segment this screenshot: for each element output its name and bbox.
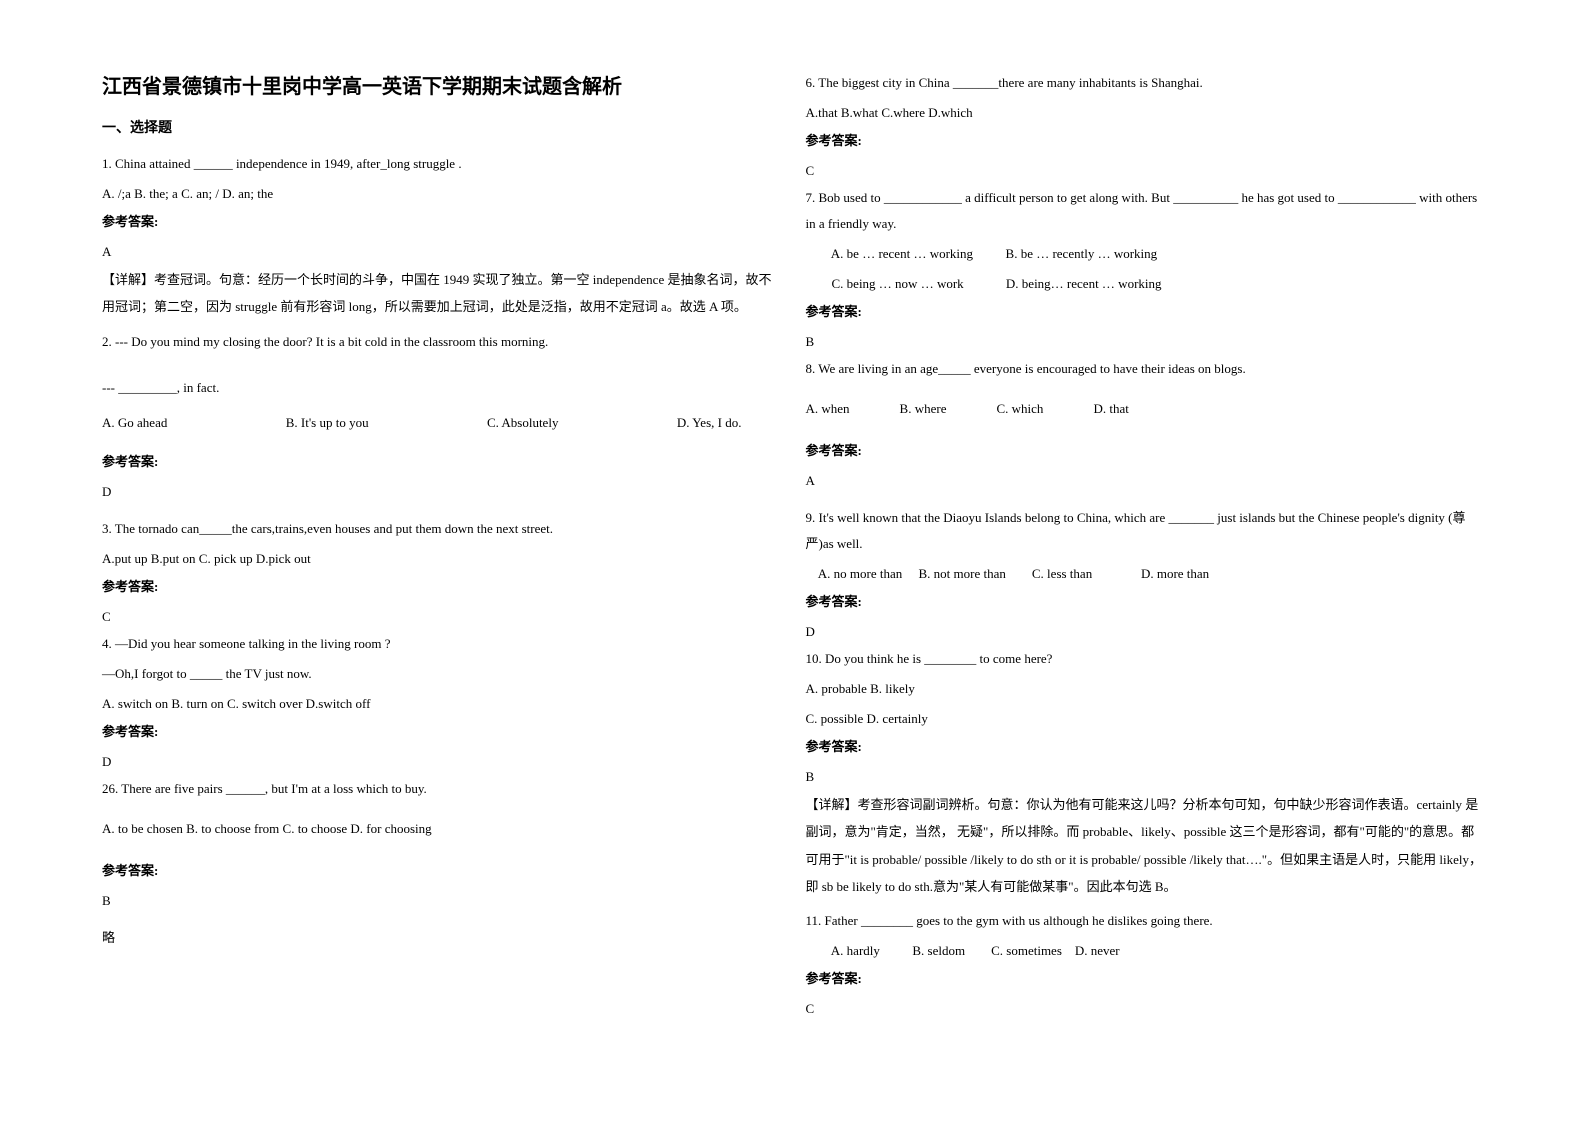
q6-answer: C <box>806 163 1486 179</box>
q8-optB: B. where <box>900 396 947 422</box>
q8-text: 8. We are living in an age_____ everyone… <box>806 356 1486 382</box>
q11-text: 11. Father ________ goes to the gym with… <box>806 908 1486 934</box>
q2-text2: --- _________, in fact. <box>102 375 782 401</box>
q10-explanation: 【详解】考查形容词副词辨析。句意：你认为他有可能来这儿吗？分析本句可知，句中缺少… <box>806 791 1486 900</box>
q9-text: 9. It's well known that the Diaoyu Islan… <box>806 505 1486 557</box>
q9-answer-label: 参考答案: <box>806 591 1486 610</box>
q7-answer: B <box>806 334 1486 350</box>
q4-text: 4. —Did you hear someone talking in the … <box>102 631 782 657</box>
q7-options-line2: C. being … now … work D. being… recent …… <box>806 271 1486 297</box>
q10-answer-label: 参考答案: <box>806 736 1486 755</box>
q5-note: 略 <box>102 925 782 951</box>
q4-options: A. switch on B. turn on C. switch over D… <box>102 691 782 717</box>
q2-answer: D <box>102 484 782 500</box>
q10-options-line2: C. possible D. certainly <box>806 706 1486 732</box>
q5-text: 26. There are five pairs ______, but I'm… <box>102 776 782 802</box>
q7-answer-label: 参考答案: <box>806 301 1486 320</box>
q2-optD: D. Yes, I do. <box>677 415 742 431</box>
left-column: 江西省景德镇市十里岗中学高一英语下学期期末试题含解析 一、选择题 1. Chin… <box>90 70 794 1052</box>
q1-answer-label: 参考答案: <box>102 211 782 230</box>
q2-optC: C. Absolutely <box>487 415 559 431</box>
q3-text: 3. The tornado can_____the cars,trains,e… <box>102 516 782 542</box>
q8-answer-label: 参考答案: <box>806 440 1486 459</box>
q8-answer: A <box>806 473 1486 489</box>
q2-answer-label: 参考答案: <box>102 451 782 470</box>
q1-options: A. /;a B. the; a C. an; / D. an; the <box>102 181 782 207</box>
q6-text: 6. The biggest city in China _______ther… <box>806 70 1486 96</box>
q11-answer: C <box>806 1001 1486 1017</box>
q3-answer-label: 参考答案: <box>102 576 782 595</box>
q11-answer-label: 参考答案: <box>806 968 1486 987</box>
q2-text: 2. --- Do you mind my closing the door? … <box>102 329 782 355</box>
q1-answer: A <box>102 244 782 260</box>
q5-answer-label: 参考答案: <box>102 860 782 879</box>
q2-optB: B. It's up to you <box>286 415 369 431</box>
page-title: 江西省景德镇市十里岗中学高一英语下学期期末试题含解析 <box>102 70 782 99</box>
q1-explanation: 【详解】考查冠词。句意：经历一个长时间的斗争，中国在 1949 实现了独立。第一… <box>102 266 782 321</box>
q3-answer: C <box>102 609 782 625</box>
q8-optC: C. which <box>996 396 1043 422</box>
q2-optA: A. Go ahead <box>102 415 167 431</box>
q5-answer: B <box>102 893 782 909</box>
q8-optD: D. that <box>1093 396 1128 422</box>
q10-options-line1: A. probable B. likely <box>806 676 1486 702</box>
q7-text: 7. Bob used to ____________ a difficult … <box>806 185 1486 237</box>
q11-options: A. hardly B. seldom C. sometimes D. neve… <box>806 938 1486 964</box>
q8-options: A. when B. where C. which D. that <box>806 396 1486 422</box>
right-column: 6. The biggest city in China _______ther… <box>794 70 1498 1052</box>
q9-options: A. no more than B. not more than C. less… <box>806 561 1486 587</box>
q5-options: A. to be chosen B. to choose from C. to … <box>102 816 782 842</box>
q10-text: 10. Do you think he is ________ to come … <box>806 646 1486 672</box>
q4-text2: —Oh,I forgot to _____ the TV just now. <box>102 661 782 687</box>
q9-answer: D <box>806 624 1486 640</box>
q3-options: A.put up B.put on C. pick up D.pick out <box>102 546 782 572</box>
q6-answer-label: 参考答案: <box>806 130 1486 149</box>
q4-answer-label: 参考答案: <box>102 721 782 740</box>
q8-optA: A. when <box>806 396 850 422</box>
q1-text: 1. China attained ______ independence in… <box>102 151 782 177</box>
q2-options: A. Go ahead B. It's up to you C. Absolut… <box>102 415 782 431</box>
q4-answer: D <box>102 754 782 770</box>
q10-answer: B <box>806 769 1486 785</box>
section-header: 一、选择题 <box>102 117 782 137</box>
q6-options: A.that B.what C.where D.which <box>806 100 1486 126</box>
q7-options-line1: A. be … recent … working B. be … recentl… <box>806 241 1486 267</box>
